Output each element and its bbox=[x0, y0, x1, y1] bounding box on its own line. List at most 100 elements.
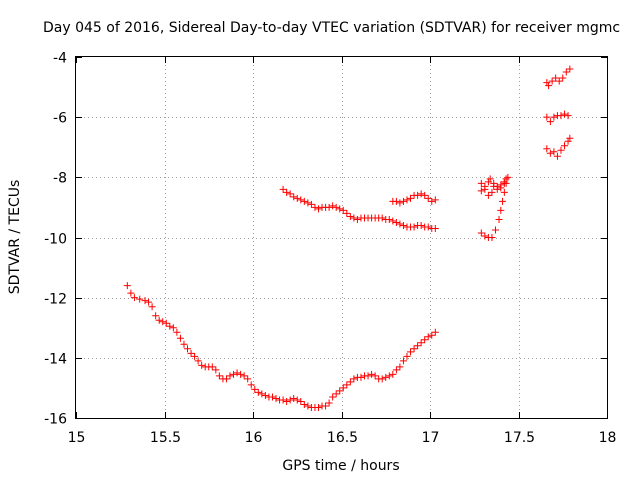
data-point bbox=[407, 348, 415, 356]
data-point bbox=[378, 375, 386, 383]
data-point bbox=[382, 373, 390, 381]
x-tick-label: 17.5 bbox=[504, 430, 535, 446]
data-point bbox=[385, 215, 393, 223]
data-point bbox=[176, 334, 184, 342]
data-point bbox=[488, 234, 496, 241]
y-tick-label: -14 bbox=[44, 352, 67, 368]
data-point bbox=[417, 339, 425, 347]
data-point bbox=[424, 194, 432, 202]
x-axis-title: GPS time / hours bbox=[282, 458, 399, 474]
grid bbox=[76, 57, 607, 418]
data-point bbox=[322, 402, 330, 410]
data-point bbox=[477, 229, 485, 237]
data-point bbox=[152, 312, 160, 320]
data-point bbox=[414, 191, 422, 199]
data-point bbox=[290, 193, 298, 201]
data-point bbox=[261, 391, 269, 399]
y-axis-title: SDTVAR / TECUs bbox=[7, 180, 23, 295]
data-point bbox=[293, 194, 301, 202]
data-point bbox=[502, 175, 510, 183]
data-point bbox=[353, 215, 361, 223]
data-point bbox=[293, 396, 301, 404]
data-point bbox=[385, 372, 393, 380]
data-point bbox=[145, 298, 153, 306]
data-point bbox=[325, 399, 333, 407]
data-point bbox=[403, 196, 411, 204]
data-point bbox=[399, 221, 407, 229]
data-point bbox=[553, 152, 561, 160]
data-point bbox=[191, 352, 199, 360]
data-point bbox=[548, 77, 556, 85]
data-point bbox=[357, 373, 365, 381]
data-point bbox=[428, 331, 436, 339]
data-point bbox=[304, 199, 312, 207]
data-point bbox=[350, 375, 358, 383]
data-point bbox=[184, 345, 192, 353]
data-point bbox=[545, 82, 553, 90]
data-point bbox=[332, 203, 340, 211]
data-point bbox=[159, 318, 167, 326]
data-point bbox=[130, 294, 138, 302]
data-point bbox=[343, 381, 351, 389]
data-point bbox=[368, 370, 376, 378]
data-point bbox=[123, 282, 131, 290]
x-tick-label: 17 bbox=[422, 430, 440, 446]
plot-frame bbox=[75, 56, 608, 419]
data-point bbox=[389, 217, 397, 225]
data-point bbox=[410, 345, 418, 353]
x-tick-label: 18 bbox=[599, 430, 617, 446]
data-point bbox=[339, 206, 347, 214]
data-point bbox=[477, 187, 485, 195]
data-point bbox=[173, 328, 181, 336]
data-point bbox=[230, 370, 238, 378]
data-point bbox=[127, 289, 135, 297]
data-point bbox=[396, 220, 404, 228]
data-point bbox=[481, 182, 489, 190]
data-point bbox=[566, 65, 574, 73]
data-point bbox=[566, 134, 574, 142]
y-tick-label: -10 bbox=[44, 232, 67, 248]
x-tick-label: 15.5 bbox=[150, 430, 181, 446]
data-point bbox=[392, 197, 400, 205]
data-point bbox=[304, 402, 312, 410]
data-point bbox=[552, 74, 560, 82]
data-point bbox=[396, 199, 404, 207]
data-point bbox=[279, 185, 287, 193]
data-point bbox=[286, 190, 294, 198]
data-point bbox=[557, 146, 565, 154]
data-point bbox=[543, 145, 551, 153]
data-point bbox=[477, 179, 485, 187]
data-point bbox=[543, 113, 551, 121]
data-point bbox=[222, 375, 230, 383]
data-point bbox=[497, 206, 505, 214]
data-point bbox=[484, 191, 492, 199]
data-point bbox=[364, 372, 372, 380]
data-point bbox=[251, 385, 259, 393]
data-point bbox=[141, 297, 149, 305]
data-point bbox=[500, 178, 508, 186]
data-point bbox=[428, 197, 436, 205]
data-point bbox=[490, 179, 498, 187]
data-point bbox=[343, 209, 351, 217]
data-point bbox=[561, 142, 569, 150]
data-point bbox=[336, 387, 344, 395]
data-point bbox=[244, 375, 252, 383]
data-point bbox=[148, 303, 156, 311]
y-tick-label: -4 bbox=[53, 51, 67, 67]
data-point bbox=[421, 336, 429, 344]
data-point bbox=[396, 363, 404, 371]
data-point bbox=[314, 205, 322, 213]
data-point bbox=[431, 328, 439, 336]
data-point bbox=[564, 112, 572, 120]
data-point bbox=[198, 361, 206, 369]
data-point bbox=[155, 316, 163, 324]
data-point bbox=[392, 366, 400, 374]
series-group bbox=[123, 282, 439, 411]
data-point bbox=[339, 384, 347, 392]
series-group bbox=[543, 65, 574, 160]
x-tick-label: 15 bbox=[68, 430, 86, 446]
data-point bbox=[481, 232, 489, 240]
data-point bbox=[297, 397, 305, 405]
data-point bbox=[550, 113, 558, 121]
